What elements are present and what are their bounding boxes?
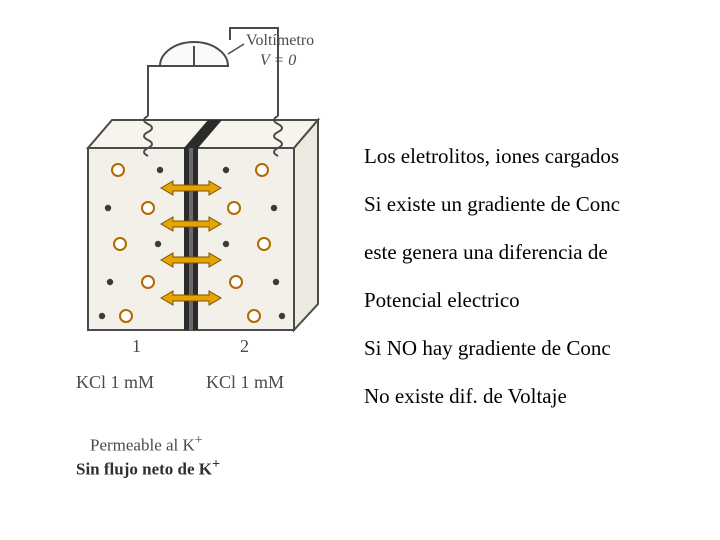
chamber-number-1: 1 bbox=[132, 336, 141, 357]
slide-stage: Los eletrolitos, iones cargados Si exist… bbox=[0, 0, 720, 540]
voltmeter-value: V = 0 bbox=[260, 52, 296, 70]
conc-label-right: KCl 1 mM bbox=[206, 372, 284, 393]
body-line-2: Si existe un gradiente de Conc bbox=[364, 192, 620, 217]
noflux-label-text: Sin flujo neto de K bbox=[76, 460, 212, 479]
box-side-face bbox=[294, 120, 318, 330]
body-line-1: Los eletrolitos, iones cargados bbox=[364, 144, 619, 169]
permeable-label-sup: + bbox=[195, 432, 203, 448]
conc-label-left: KCl 1 mM bbox=[76, 372, 154, 393]
permeable-label: Permeable al K+ bbox=[90, 432, 203, 456]
voltmeter-value-text: V = 0 bbox=[260, 52, 296, 69]
noflux-label-sup: + bbox=[212, 456, 220, 472]
noflux-label: Sin flujo neto de K+ bbox=[76, 456, 220, 480]
membrane-highlight bbox=[189, 148, 193, 330]
lead-left bbox=[148, 66, 160, 116]
chamber-number-2: 2 bbox=[240, 336, 249, 357]
permeable-label-text: Permeable al K bbox=[90, 436, 195, 455]
voltmeter-callout-line bbox=[228, 44, 244, 54]
body-line-4: Potencial electrico bbox=[364, 288, 520, 313]
body-line-6: No existe dif. de Voltaje bbox=[364, 384, 567, 409]
electrochem-diagram: Voltímetro V = 0 1 2 KCl 1 mM KCl 1 mM P… bbox=[48, 20, 338, 520]
voltmeter-title: Voltímetro bbox=[246, 32, 314, 50]
body-line-3: este genera una diferencia de bbox=[364, 240, 608, 265]
body-line-5: Si NO hay gradiente de Conc bbox=[364, 336, 611, 361]
